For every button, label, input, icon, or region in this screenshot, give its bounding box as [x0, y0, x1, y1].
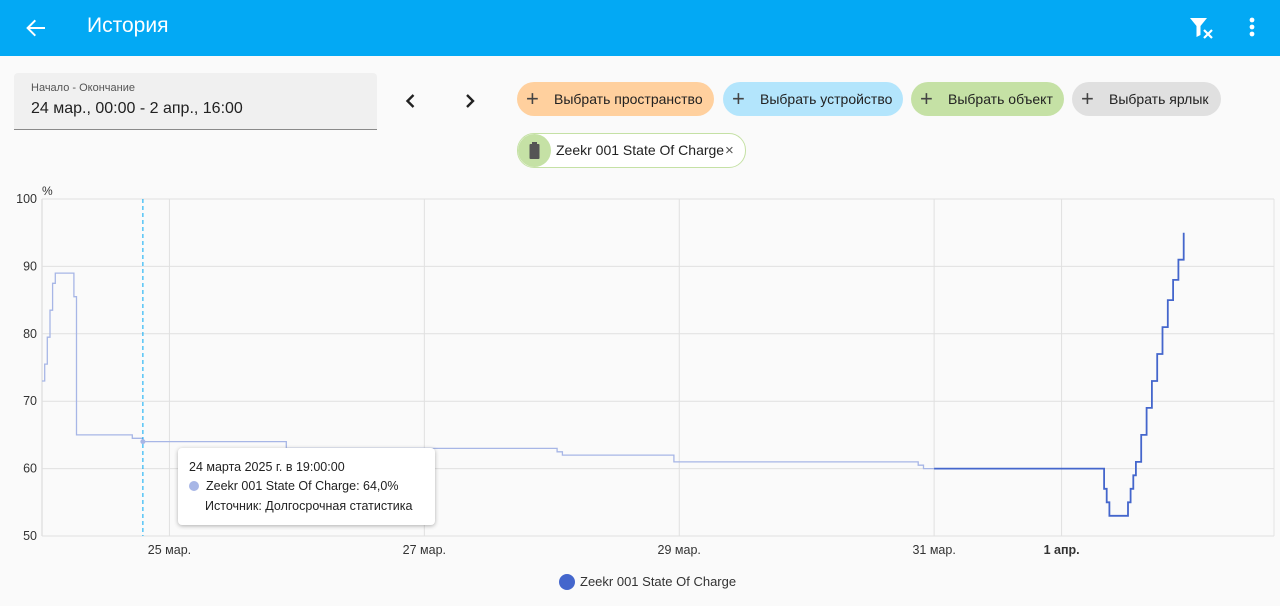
legend-dot — [559, 574, 575, 590]
legend-label: Zeekr 001 State Of Charge — [580, 574, 737, 589]
tooltip-source: Источник: Долгосрочная статистика — [205, 499, 413, 513]
add-area-chip[interactable]: + Выбрать пространство — [517, 82, 714, 116]
chip-label: Выбрать ярлык — [1109, 91, 1209, 107]
y-tick-label: 70 — [23, 394, 37, 408]
tooltip-series-dot — [189, 481, 199, 491]
plus-icon: + — [732, 86, 745, 111]
plus-icon: + — [920, 86, 933, 111]
date-range-label: Начало - Окончание — [31, 82, 135, 94]
dots-vertical-icon[interactable] — [1240, 13, 1264, 43]
chevron-right-icon[interactable] — [457, 88, 483, 114]
selected-entity-chip[interactable]: Zeekr 001 State Of Charge × — [517, 133, 746, 168]
tooltip-time: 24 марта 2025 г. в 19:00:00 — [189, 460, 345, 474]
filter-remove-icon[interactable] — [1186, 13, 1216, 43]
close-icon[interactable]: × — [725, 142, 734, 159]
add-label-chip[interactable]: + Выбрать ярлык — [1072, 82, 1221, 116]
y-tick-label: 50 — [23, 529, 37, 543]
y-axis-unit: % — [42, 184, 53, 198]
chart-tooltip: 24 марта 2025 г. в 19:00:00 Zeekr 001 St… — [178, 448, 435, 525]
x-tick-label: 25 мар. — [148, 543, 191, 557]
y-tick-label: 100 — [16, 192, 37, 206]
x-tick-label: 1 апр. — [1044, 543, 1080, 557]
y-tick-label: 90 — [23, 259, 37, 273]
battery-icon — [518, 134, 551, 167]
add-entity-chip[interactable]: + Выбрать объект — [911, 82, 1064, 116]
plus-icon: + — [526, 86, 539, 111]
plus-icon: + — [1081, 86, 1094, 111]
y-tick-label: 60 — [23, 462, 37, 476]
chevron-left-icon[interactable] — [397, 88, 423, 114]
cursor-point — [140, 439, 146, 445]
series-line-2 — [934, 232, 1185, 517]
x-tick-label: 27 мар. — [403, 543, 446, 557]
selected-entity-label: Zeekr 001 State Of Charge — [556, 142, 725, 158]
app-bar: История — [0, 0, 1280, 56]
page-title: История — [87, 14, 169, 37]
history-chart: 100 90 80 70 60 50 25 мар. 27 мар. 29 мар. 31 ма… — [16, 184, 1275, 557]
series-line-1 — [42, 272, 935, 470]
chip-label: Выбрать устройство — [760, 91, 893, 107]
date-range-picker[interactable]: Начало - Окончание 24 мар., 00:00 - 2 ап… — [14, 73, 377, 130]
chip-label: Выбрать пространство — [554, 91, 703, 107]
chip-label: Выбрать объект — [948, 91, 1053, 107]
tooltip-value: Zeekr 001 State Of Charge: 64,0% — [206, 479, 399, 493]
arrow-left-icon[interactable] — [20, 12, 52, 44]
x-tick-label: 31 мар. — [912, 543, 955, 557]
add-device-chip[interactable]: + Выбрать устройство — [723, 82, 903, 116]
date-range-value: 24 мар., 00:00 - 2 апр., 16:00 — [31, 100, 243, 117]
x-tick-label: 29 мар. — [658, 543, 701, 557]
y-tick-label: 80 — [23, 327, 37, 341]
